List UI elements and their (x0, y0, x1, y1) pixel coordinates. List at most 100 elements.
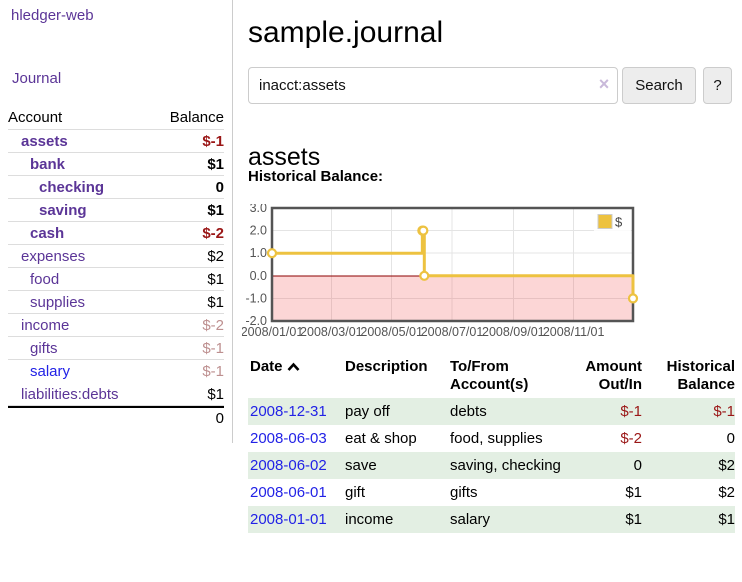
sidebar-account-row: assets $-1 (8, 130, 224, 153)
cell-balance: $1 (718, 511, 735, 528)
account-balance: $1 (207, 293, 224, 311)
table-row: 2008-06-03 eat & shop food, supplies $-2 0 (248, 425, 735, 452)
register-header-row: Date Description To/From Account(s) Amou… (248, 358, 735, 394)
transaction-date-link[interactable]: 2008-06-02 (250, 457, 327, 474)
account-link[interactable]: salary (30, 363, 71, 380)
transaction-date-link[interactable]: 2008-06-03 (250, 430, 327, 447)
column-header-description: Description (345, 358, 428, 375)
column-header-date[interactable]: Date (248, 358, 345, 394)
sort-ascending-icon (287, 359, 300, 377)
chart-title: Historical Balance: (248, 168, 384, 185)
cell-balance: 0 (726, 430, 735, 447)
cell-accounts: salary (450, 511, 491, 528)
account-link[interactable]: saving (39, 201, 87, 219)
accounts-total-value: 0 (215, 410, 224, 427)
account-balance: $1 (207, 270, 224, 288)
transaction-date-link[interactable]: 2008-06-01 (250, 484, 327, 501)
cell-amount: $-1 (620, 403, 642, 420)
svg-text:2008/03/01: 2008/03/01 (300, 325, 363, 339)
account-balance: $-1 (202, 339, 224, 357)
table-row: 2008-12-31 pay off debts $-1 $-1 (248, 398, 735, 425)
register-table: Date Description To/From Account(s) Amou… (248, 358, 735, 533)
page-title: sample.journal (248, 16, 444, 50)
account-title: assets (248, 142, 321, 171)
account-link[interactable]: bank (30, 155, 66, 173)
svg-text:$: $ (615, 215, 623, 230)
account-balance: 0 (215, 178, 224, 196)
app-brand-link[interactable]: hledger-web (11, 7, 94, 24)
svg-text:-2.0: -2.0 (245, 314, 267, 328)
cell-date: 2008-01-01 (248, 510, 345, 529)
help-button[interactable]: ? (703, 67, 732, 104)
cell-balance: $2 (718, 457, 735, 474)
account-link[interactable]: checking (39, 178, 105, 196)
account-link[interactable]: supplies (30, 293, 86, 311)
accounts-header-balance: Balance (169, 109, 224, 126)
account-link[interactable]: food (30, 270, 60, 288)
account-balance: $-2 (202, 316, 224, 334)
main-content: sample.journal × Search ? assets Histori… (241, 0, 742, 582)
cell-amount: $1 (625, 484, 642, 501)
account-balance: $-1 (202, 363, 224, 380)
sidebar-account-row: cash $-2 (8, 222, 224, 245)
cell-amount: $-2 (620, 430, 642, 447)
svg-text:-1.0: -1.0 (245, 291, 267, 305)
cell-date: 2008-06-01 (248, 483, 345, 502)
accounts-total-row: 0 (8, 406, 224, 429)
sidebar-divider (232, 0, 233, 443)
search-button[interactable]: Search (622, 67, 696, 104)
account-balance: $1 (207, 385, 224, 403)
cell-accounts: gifts (450, 484, 478, 501)
account-link[interactable]: cash (30, 224, 65, 242)
svg-text:2008/09/01: 2008/09/01 (482, 325, 545, 339)
cell-description: gift (345, 484, 366, 501)
sidebar-item-journal[interactable]: Journal (12, 70, 62, 87)
search-input[interactable] (248, 67, 618, 104)
account-balance: $1 (207, 155, 224, 173)
account-balance: $1 (207, 201, 224, 219)
sidebar-account-row: salary $-1 (8, 360, 224, 383)
account-link[interactable]: liabilities:debts (21, 385, 119, 403)
column-header-balance: Historical Balance (666, 358, 735, 393)
svg-text:3.0: 3.0 (250, 204, 267, 215)
cell-accounts: saving, checking (450, 457, 561, 474)
account-link[interactable]: income (21, 316, 70, 334)
transaction-date-link[interactable]: 2008-12-31 (250, 403, 327, 420)
account-link[interactable]: assets (21, 132, 68, 150)
svg-text:0.0: 0.0 (250, 269, 267, 283)
cell-amount: 0 (633, 457, 642, 474)
cell-description: save (345, 457, 377, 474)
account-link[interactable]: expenses (21, 247, 86, 265)
table-row: 2008-06-02 save saving, checking 0 $2 (248, 452, 735, 479)
cell-date: 2008-06-03 (248, 429, 345, 448)
cell-balance: $-1 (713, 403, 735, 420)
accounts-header: Account Balance (8, 106, 224, 130)
transaction-date-link[interactable]: 2008-01-01 (250, 511, 327, 528)
svg-text:2.0: 2.0 (250, 224, 267, 238)
sidebar-account-row: bank $1 (8, 153, 224, 176)
cell-amount: $1 (625, 511, 642, 528)
account-balance: $2 (207, 247, 224, 265)
svg-text:2008/01/01: 2008/01/01 (242, 325, 303, 339)
svg-text:1.0: 1.0 (250, 246, 267, 260)
svg-text:2008/11/01: 2008/11/01 (543, 325, 605, 339)
sidebar-account-row: checking 0 (8, 176, 224, 199)
sidebar-account-row: liabilities:debts $1 (8, 383, 224, 406)
column-header-accounts: To/From Account(s) (450, 358, 529, 393)
account-balance: $-1 (202, 132, 224, 150)
cell-description: pay off (345, 403, 390, 420)
historical-balance-chart: 3.0 2.0 1.0 0.0 -1.0 -2.0 2008/01/01 2008/03/01… (241, 201, 742, 348)
cell-description: eat & shop (345, 430, 417, 447)
sidebar-account-row: income $-2 (8, 314, 224, 337)
cell-accounts: debts (450, 403, 487, 420)
sidebar-account-row: food $1 (8, 268, 224, 291)
account-link[interactable]: gifts (30, 339, 58, 357)
cell-date: 2008-12-31 (248, 402, 345, 421)
cell-balance: $2 (718, 484, 735, 501)
column-header-amount: Amount Out/In (585, 358, 642, 393)
sidebar-account-row: gifts $-1 (8, 337, 224, 360)
clear-search-icon[interactable]: × (598, 74, 610, 94)
accounts-sidebar: Account Balance assets $-1 bank $1 checking 0… (8, 106, 224, 429)
account-balance: $-2 (202, 224, 224, 242)
svg-text:2008/07/01: 2008/07/01 (421, 325, 484, 339)
